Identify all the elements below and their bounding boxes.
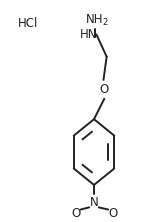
Text: N: N bbox=[90, 196, 98, 209]
Text: O: O bbox=[71, 207, 80, 220]
Text: 2: 2 bbox=[102, 18, 107, 27]
Text: NH: NH bbox=[86, 14, 103, 26]
Text: HCl: HCl bbox=[18, 17, 39, 30]
Text: O: O bbox=[108, 207, 118, 220]
Text: O: O bbox=[100, 83, 109, 96]
Text: HN: HN bbox=[80, 28, 97, 41]
